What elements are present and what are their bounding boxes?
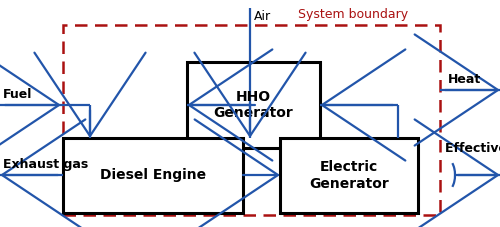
- Bar: [280, 138, 418, 213]
- Text: Heat: Heat: [448, 73, 481, 86]
- Text: Exhaust gas: Exhaust gas: [3, 158, 88, 171]
- Text: Fuel: Fuel: [3, 88, 32, 101]
- Bar: [63, 138, 243, 213]
- Text: Effective Power: Effective Power: [445, 142, 500, 155]
- Text: Diesel Engine: Diesel Engine: [100, 168, 206, 183]
- Text: HHO
Generator: HHO Generator: [214, 90, 294, 120]
- Bar: [187, 62, 320, 148]
- Text: Electric
Generator: Electric Generator: [309, 160, 389, 191]
- Bar: [63, 25, 440, 215]
- Text: Air: Air: [254, 10, 271, 23]
- Text: System boundary: System boundary: [298, 8, 408, 21]
